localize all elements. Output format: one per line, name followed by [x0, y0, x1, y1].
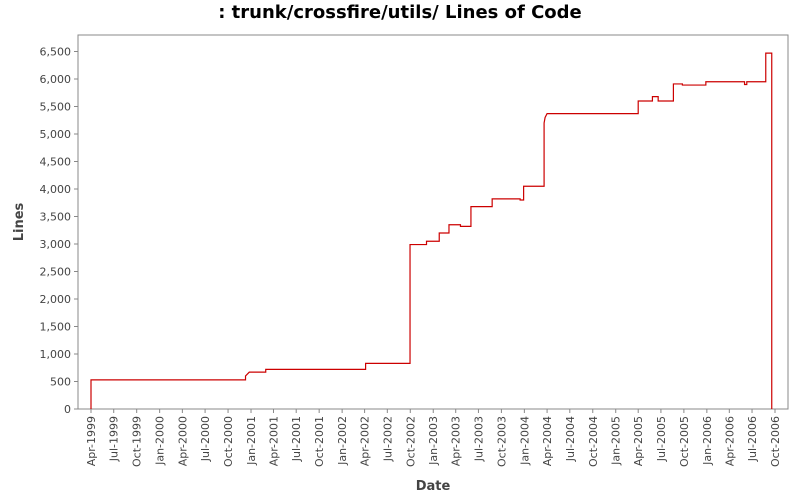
- x-tick-label: Jul-2006: [746, 416, 759, 462]
- x-tick-label: Jan-2000: [154, 416, 167, 466]
- x-tick-label: Jul-1999: [108, 416, 121, 462]
- y-tick-label: 500: [50, 376, 71, 389]
- y-tick-label: 2,500: [40, 266, 72, 279]
- x-tick-label: Apr-2006: [723, 416, 736, 466]
- y-tick-label: 3,000: [40, 238, 72, 251]
- x-tick-label: Oct-2001: [313, 416, 326, 467]
- x-tick-label: Jan-2002: [336, 416, 349, 466]
- y-tick-label: 6,500: [40, 46, 72, 59]
- x-tick-label: Jan-2003: [427, 416, 440, 466]
- x-tick-label: Jul-2002: [381, 416, 394, 462]
- y-axis-label: Lines: [12, 202, 27, 241]
- y-tick-label: 5,500: [40, 101, 72, 114]
- x-tick-label: Oct-2002: [404, 416, 417, 467]
- x-tick-label: Oct-2000: [222, 416, 235, 467]
- y-tick-label: 1,500: [40, 321, 72, 334]
- x-tick-label: Apr-1999: [85, 416, 98, 466]
- y-tick-label: 2,000: [40, 293, 72, 306]
- x-axis-label: Date: [416, 479, 451, 494]
- x-tick-label: Jan-2005: [610, 416, 623, 466]
- x-tick-label: Jul-2003: [472, 416, 485, 462]
- x-axis: Apr-1999 Jul-1999 Oct-1999 Jan-2000 Apr-2000…: [85, 409, 782, 467]
- x-tick-label: Jul-2005: [655, 416, 668, 462]
- x-tick-label: Apr-2004: [541, 416, 554, 466]
- y-tick-label: 4,500: [40, 156, 72, 169]
- y-tick-label: 1,000: [40, 348, 72, 361]
- x-tick-label: Jan-2001: [245, 416, 258, 466]
- series-line: [90, 52, 773, 409]
- x-tick-label: Oct-1999: [131, 416, 144, 467]
- y-tick-label: 3,500: [40, 211, 72, 224]
- x-tick-label: Jul-2001: [290, 416, 303, 462]
- x-tick-label: Apr-2005: [632, 416, 645, 466]
- x-tick-label: Jul-2004: [564, 416, 577, 462]
- x-tick-label: Jan-2006: [701, 416, 714, 466]
- y-axis: 0 500 1,000 1,500 2,000 2,500 3,000 3,500 4,000 4…: [40, 46, 78, 416]
- x-tick-label: Apr-2001: [267, 416, 280, 466]
- y-tick-label: 5,000: [40, 128, 72, 141]
- x-tick-label: Jan-2004: [518, 416, 531, 466]
- x-tick-label: Oct-2003: [495, 416, 508, 467]
- x-tick-label: Apr-2003: [450, 416, 463, 466]
- x-tick-label: Oct-2005: [678, 416, 691, 467]
- y-tick-label: 4,000: [40, 183, 72, 196]
- x-tick-label: Apr-2000: [176, 416, 189, 466]
- plot-area: [77, 34, 789, 410]
- x-tick-label: Oct-2004: [587, 416, 600, 467]
- x-tick-label: Jul-2000: [199, 416, 212, 462]
- x-tick-label: Apr-2002: [359, 416, 372, 466]
- y-tick-label: 6,000: [40, 73, 72, 86]
- chart-title: : trunk/crossfire/utils/ Lines of Code: [218, 2, 582, 23]
- y-tick-label: 0: [64, 403, 71, 416]
- series-layer: [90, 52, 773, 409]
- x-tick-label: Oct-2006: [769, 416, 782, 467]
